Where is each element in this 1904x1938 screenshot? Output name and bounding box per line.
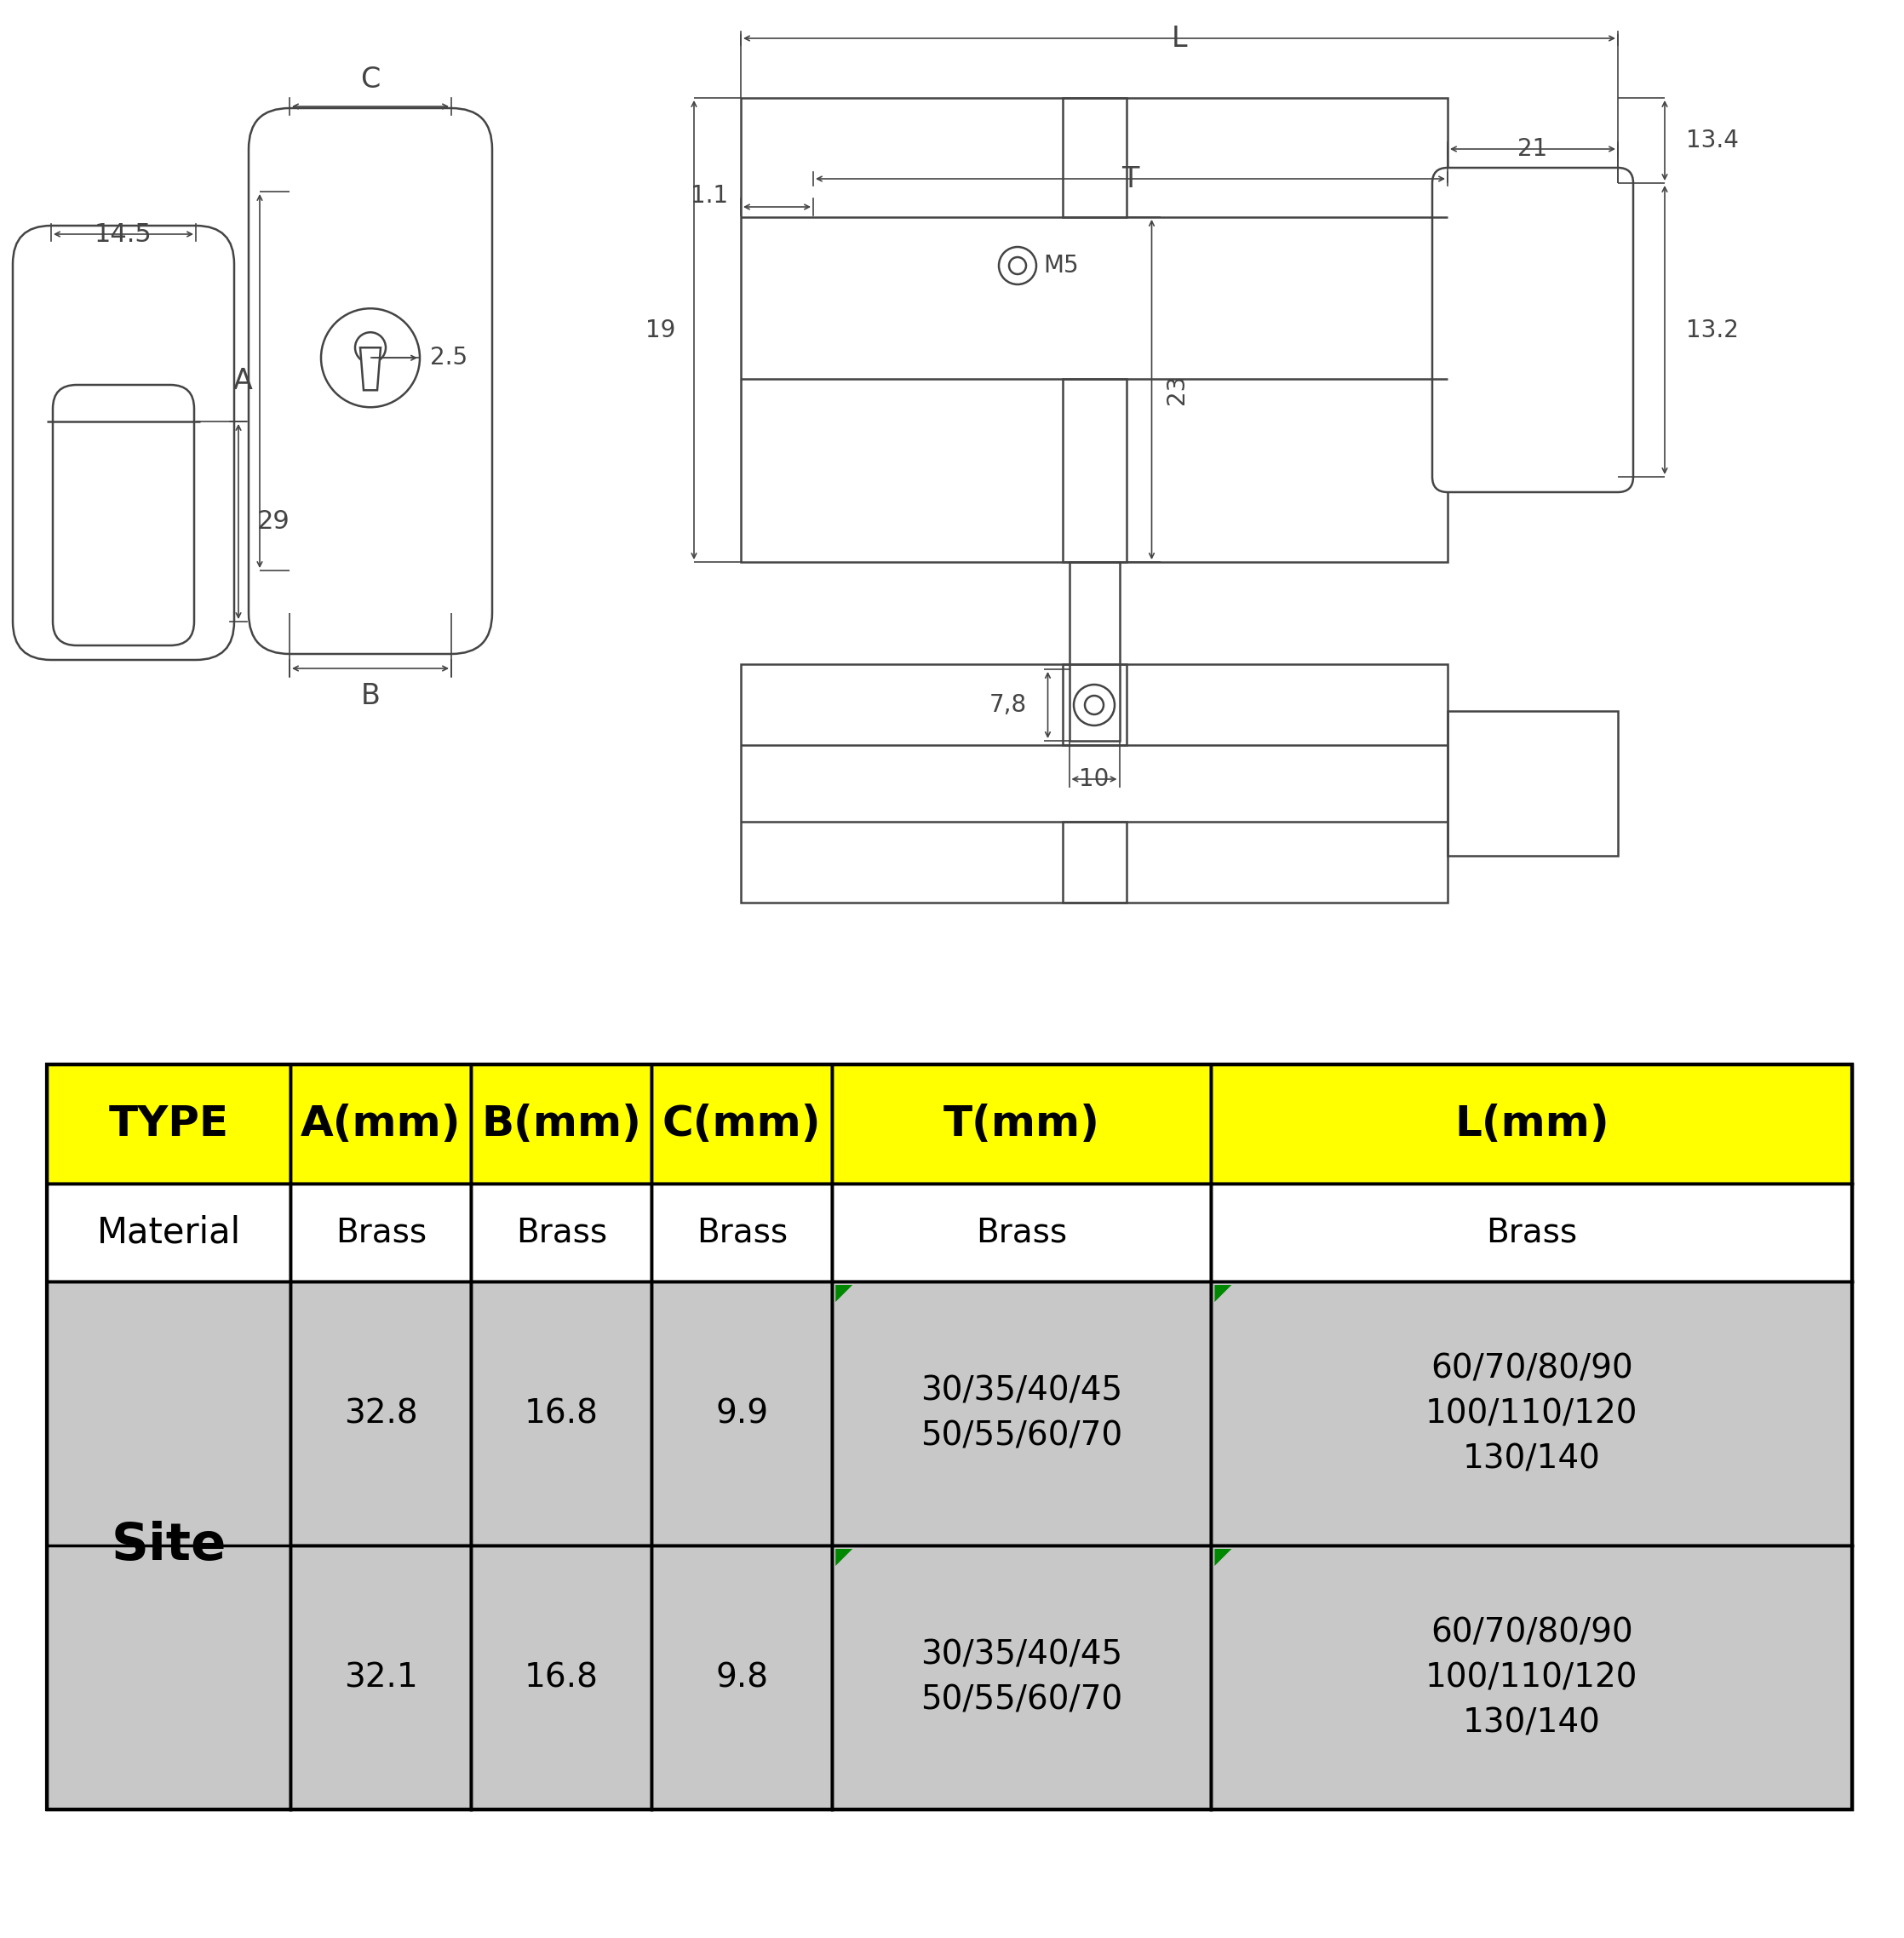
FancyBboxPatch shape [53,386,194,645]
Bar [48,1064,1853,1810]
Text: M5: M5 [1043,254,1078,277]
Text: A(mm): A(mm) [301,1103,461,1145]
Circle shape [1000,246,1036,285]
Bar [1211,1281,1853,1545]
FancyBboxPatch shape [249,109,491,653]
Text: 30/35/40/45
50/55/60/70: 30/35/40/45 50/55/60/70 [922,1374,1123,1452]
Text: 32.8: 32.8 [345,1397,417,1430]
Circle shape [354,331,387,362]
Text: T(mm): T(mm) [942,1103,1101,1145]
Bar [1211,1184,1853,1281]
Text: Brass: Brass [697,1217,788,1248]
Text: Brass: Brass [335,1217,426,1248]
Bar [291,1064,470,1184]
Bar [291,1184,470,1281]
Text: B: B [360,682,381,709]
Text: 9.8: 9.8 [716,1661,767,1694]
Circle shape [1085,696,1104,715]
Bar [470,1184,651,1281]
Text: 32.1: 32.1 [345,1661,417,1694]
Bar [832,1064,1211,1184]
Text: L: L [1171,25,1188,52]
Bar [651,1064,832,1184]
Text: 21: 21 [1517,138,1548,161]
Bar [470,1064,651,1184]
Circle shape [1009,258,1026,273]
Text: 7,8: 7,8 [988,694,1026,717]
Polygon shape [1215,1285,1232,1302]
Bar [651,1184,832,1281]
Text: Brass: Brass [1485,1217,1577,1248]
Bar [651,1545,832,1810]
Bar [48,1184,291,1281]
Bar [1211,1064,1853,1184]
Circle shape [1074,684,1114,725]
Text: 13.2: 13.2 [1687,318,1738,341]
Bar [1062,99,1125,217]
Text: 10: 10 [1080,767,1110,791]
Text: C(mm): C(mm) [663,1103,821,1145]
Bar [1068,562,1120,740]
Text: 1.1: 1.1 [691,184,727,207]
Text: TYPE: TYPE [109,1103,228,1145]
Text: 23: 23 [1165,374,1188,405]
Text: Site: Site [110,1519,227,1570]
Text: 13.4: 13.4 [1687,128,1738,153]
Text: 60/70/80/90
100/110/120
130/140: 60/70/80/90 100/110/120 130/140 [1426,1353,1637,1475]
Bar [1062,822,1125,903]
Bar [1211,1545,1853,1810]
Bar [1062,380,1125,562]
Polygon shape [1215,1548,1232,1566]
Bar [291,1281,470,1545]
Bar [291,1545,470,1810]
Text: 30/35/40/45
50/55/60/70: 30/35/40/45 50/55/60/70 [922,1640,1123,1717]
Bar [741,665,1447,903]
Text: Brass: Brass [516,1217,607,1248]
Text: Material: Material [97,1215,240,1250]
Bar [832,1545,1211,1810]
Text: 29: 29 [257,510,289,533]
Polygon shape [836,1548,853,1566]
FancyBboxPatch shape [1432,169,1634,492]
Text: 9.9: 9.9 [716,1397,769,1430]
Bar [741,99,1447,562]
Circle shape [322,308,419,407]
Text: C: C [360,66,381,93]
Text: 60/70/80/90
100/110/120
130/140: 60/70/80/90 100/110/120 130/140 [1426,1616,1637,1738]
Polygon shape [836,1285,853,1302]
Text: B(mm): B(mm) [482,1103,642,1145]
Bar [48,1281,291,1810]
Bar [470,1545,651,1810]
Text: 16.8: 16.8 [524,1661,598,1694]
Text: T: T [1121,165,1139,194]
Bar [48,1064,291,1184]
Polygon shape [360,347,381,390]
FancyBboxPatch shape [13,225,234,661]
Text: A: A [232,366,253,395]
Text: L(mm): L(mm) [1455,1103,1609,1145]
Bar [1062,665,1125,744]
Text: Brass: Brass [977,1217,1068,1248]
Bar [470,1281,651,1545]
Bar [832,1184,1211,1281]
Text: 2.5: 2.5 [430,345,468,370]
Bar [651,1281,832,1545]
Text: 16.8: 16.8 [524,1397,598,1430]
Bar [832,1281,1211,1545]
Text: 14.5: 14.5 [95,221,152,246]
Bar [1447,711,1618,857]
Text: 19: 19 [645,318,676,341]
